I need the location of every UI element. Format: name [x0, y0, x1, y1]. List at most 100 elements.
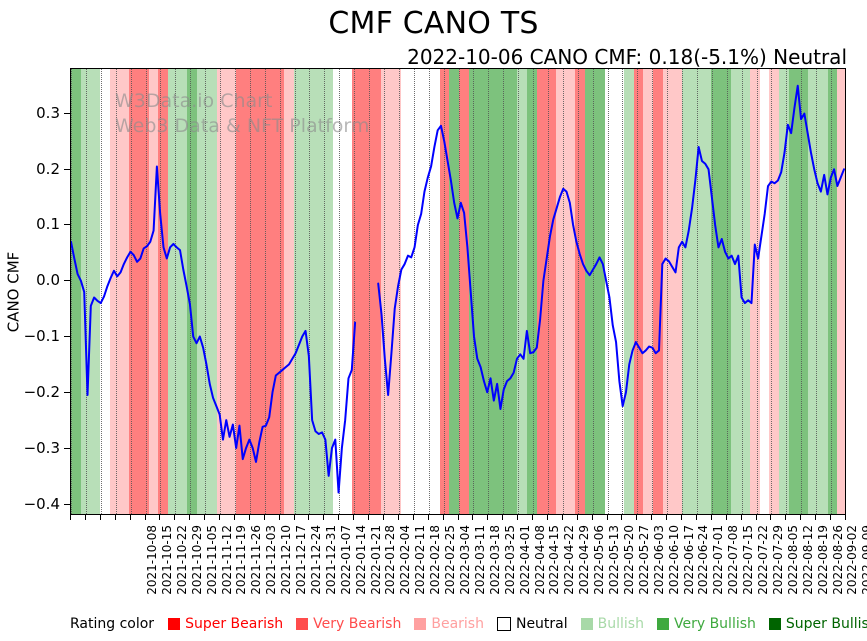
y-tick-mark [64, 447, 70, 449]
x-tick-label: 2021-10-22 [174, 525, 189, 595]
y-tick-mark [64, 392, 70, 394]
x-tick-label: 2022-03-11 [472, 525, 487, 595]
chart-subtitle: 2022-10-06 CANO CMF: 0.18(-5.1%) Neutral [407, 45, 847, 69]
rating-band [575, 69, 586, 514]
x-tick-mark [487, 515, 489, 520]
rating-band [633, 69, 644, 514]
x-tick-mark [591, 515, 593, 520]
rating-band [585, 69, 596, 514]
legend-swatch [296, 618, 309, 630]
y-tick-mark [64, 224, 70, 226]
x-tick-mark [397, 515, 399, 520]
rating-band [400, 69, 412, 514]
legend-item[interactable]: Neutral [496, 616, 568, 632]
x-tick-label: 2022-01-14 [353, 525, 368, 595]
x-tick-label: 2022-02-11 [413, 525, 428, 595]
x-tick-label: 2022-07-29 [770, 525, 785, 595]
x-tick-label: 2022-04-22 [562, 525, 577, 595]
y-tick-label: −0.4 [23, 494, 60, 513]
rating-band [187, 69, 198, 514]
rating-band [817, 69, 829, 514]
rating-band [682, 69, 693, 514]
rating-band [827, 69, 838, 514]
rating-band [779, 69, 790, 514]
x-tick-label: 2021-12-24 [308, 525, 323, 595]
rating-band [90, 69, 101, 514]
x-tick-mark [755, 515, 757, 520]
x-tick-label: 2021-12-31 [323, 525, 338, 595]
rating-band [206, 69, 218, 514]
legend-label: Very Bearish [313, 616, 402, 632]
x-tick-mark [561, 515, 563, 520]
x-tick-mark [338, 515, 340, 520]
legend-swatch [168, 618, 181, 630]
legend-item[interactable]: Very Bullish [656, 616, 756, 632]
rating-band [808, 69, 819, 514]
rating-band [759, 69, 770, 514]
x-tick-label: 2021-12-10 [278, 525, 293, 595]
x-tick-mark [219, 515, 221, 520]
x-tick-label: 2022-06-24 [696, 525, 711, 595]
x-tick-mark [740, 515, 742, 520]
rating-band [711, 69, 722, 514]
x-tick-label: 2022-05-06 [591, 525, 606, 595]
rating-band [381, 69, 392, 514]
rating-band [643, 69, 654, 514]
x-tick-mark [770, 515, 772, 520]
x-tick-label: 2021-10-08 [144, 525, 159, 595]
rating-band [410, 69, 421, 514]
y-tick-mark [64, 336, 70, 338]
x-tick-label: 2021-11-05 [204, 525, 219, 595]
rating-band [255, 69, 266, 514]
x-tick-label: 2022-07-01 [711, 525, 726, 595]
x-tick-label: 2022-06-17 [681, 525, 696, 595]
rating-band [837, 69, 845, 514]
x-tick-label: 2022-04-08 [532, 525, 547, 595]
x-tick-mark [189, 515, 191, 520]
rating-band [497, 69, 509, 514]
x-tick-label: 2021-10-15 [159, 525, 174, 595]
y-tick-mark [64, 280, 70, 282]
x-tick-label: 2022-01-07 [338, 525, 353, 595]
legend-item[interactable]: Super Bearish [168, 616, 283, 632]
x-tick-mark [725, 515, 727, 520]
x-tick-mark [159, 515, 161, 520]
x-tick-label: 2021-10-29 [189, 525, 204, 595]
rating-band [342, 69, 353, 514]
series-line [71, 69, 845, 515]
rating-band [265, 69, 276, 514]
rating-band [148, 69, 159, 514]
x-tick-mark [502, 515, 504, 520]
rating-band [439, 69, 450, 514]
y-axis-ticks: −0.4 −0.3 −0.2 −0.1 0.0 0.1 0.2 0.3 [0, 68, 70, 515]
legend-item[interactable]: Very Bearish [296, 616, 401, 632]
rating-band [362, 69, 373, 514]
x-tick-mark [621, 515, 623, 520]
legend-item[interactable]: Bearish [414, 616, 484, 632]
x-tick-label: 2022-08-05 [785, 525, 800, 595]
x-tick-mark [129, 515, 131, 520]
x-tick-mark [695, 515, 697, 520]
x-tick-mark [442, 515, 444, 520]
rating-band [80, 69, 91, 514]
x-tick-label: 2022-02-04 [398, 525, 413, 595]
rating-band [720, 69, 732, 514]
rating-band [526, 69, 538, 514]
x-tick-label: 2021-11-26 [249, 525, 264, 595]
x-tick-mark [278, 515, 280, 520]
rating-bands [71, 69, 845, 514]
y-tick-label: 0.0 [36, 271, 60, 290]
x-tick-label: 2022-06-03 [651, 525, 666, 595]
rating-band [158, 69, 169, 514]
x-tick-mark [457, 515, 459, 520]
x-axis-ticks: 2021-10-08 2021-10-15 2021-10-22 2021-10-29… [70, 515, 867, 625]
legend-swatch [414, 618, 427, 630]
x-tick-mark [800, 515, 802, 520]
rating-band [197, 69, 208, 514]
legend-item[interactable]: Super Bullish [768, 616, 867, 632]
rating-band [284, 69, 295, 514]
x-tick-label: 2022-04-29 [576, 525, 591, 595]
legend: Rating color Super Bearish Very Bearish Be… [70, 612, 867, 636]
legend-item[interactable]: Bullish [580, 616, 644, 632]
x-tick-label: 2022-01-21 [368, 525, 383, 595]
